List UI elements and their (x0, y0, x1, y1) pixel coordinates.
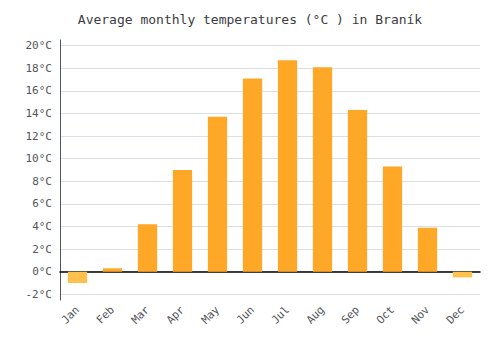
svg-text:Apr: Apr (164, 303, 187, 326)
svg-text:Nov: Nov (409, 303, 432, 326)
svg-text:Dec: Dec (444, 303, 467, 326)
svg-text:16°C: 16°C (26, 84, 53, 97)
svg-text:2°C: 2°C (32, 243, 52, 256)
svg-text:Sep: Sep (339, 303, 362, 326)
svg-text:8°C: 8°C (32, 175, 52, 188)
svg-text:May: May (199, 303, 222, 326)
svg-text:Aug: Aug (304, 303, 327, 326)
svg-text:Mar: Mar (129, 303, 152, 326)
svg-text:10°C: 10°C (26, 152, 53, 165)
svg-text:14°C: 14°C (26, 107, 53, 120)
svg-text:4°C: 4°C (32, 220, 52, 233)
svg-text:Jan: Jan (59, 303, 82, 326)
svg-text:Average monthly temperatures (: Average monthly temperatures (°C ) in Br… (78, 12, 423, 27)
svg-text:-2°C: -2°C (26, 288, 53, 301)
svg-text:Jun: Jun (234, 303, 257, 326)
svg-text:12°C: 12°C (26, 130, 53, 143)
svg-text:18°C: 18°C (26, 62, 53, 75)
svg-text:Oct: Oct (374, 303, 397, 326)
svg-text:0°C: 0°C (32, 265, 52, 278)
svg-text:20°C: 20°C (26, 39, 53, 52)
svg-text:Feb: Feb (94, 303, 117, 326)
svg-text:Jul: Jul (269, 303, 292, 326)
svg-text:6°C: 6°C (32, 197, 52, 210)
